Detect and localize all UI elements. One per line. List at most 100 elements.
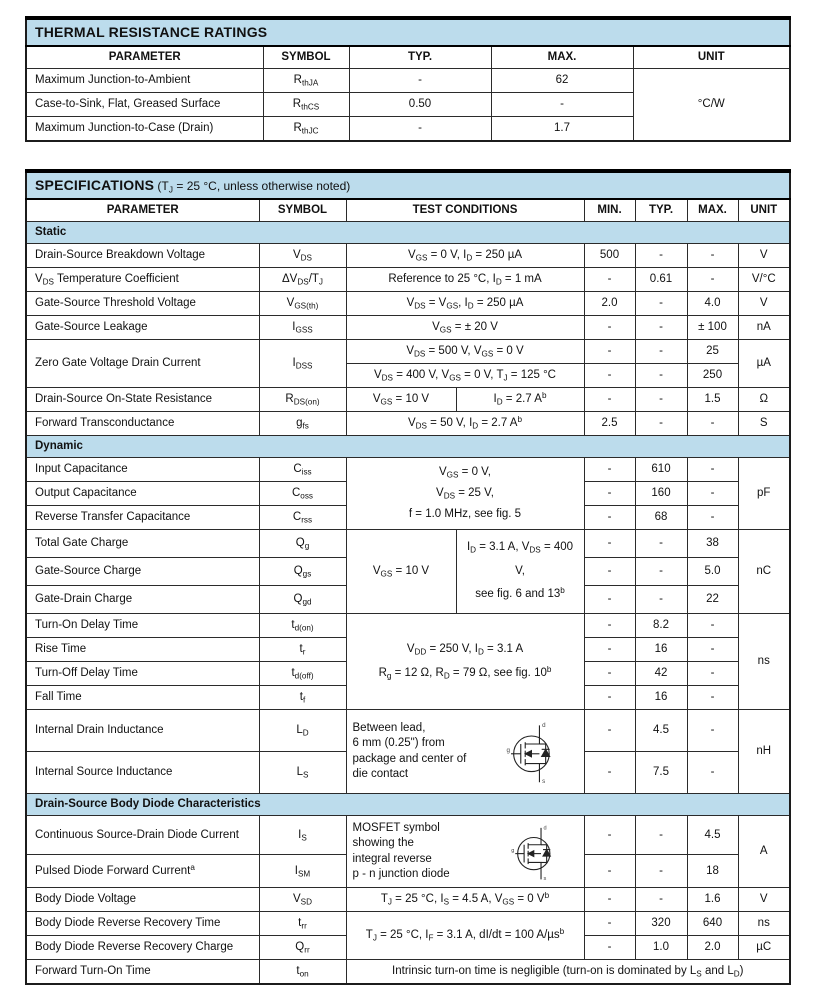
min-cell: - — [583, 529, 636, 558]
min-cell: - — [583, 685, 636, 710]
cond-note-cell: Intrinsic turn-on time is negligible (tu… — [345, 959, 791, 985]
param-cell: Maximum Junction-to-Case (Drain) — [25, 116, 264, 142]
max-cell: - — [490, 92, 634, 117]
typ-cell: 610 — [634, 457, 688, 482]
column-header-symbol: SYMBOL — [258, 198, 347, 222]
param-cell: Input Capacitance — [25, 457, 260, 482]
column-header-parameter: PARAMETER — [25, 45, 264, 69]
cond-cell: VGS = 10 V — [345, 529, 457, 614]
table-row: THERMAL RESISTANCE RATINGS — [25, 17, 791, 47]
max-cell: - — [686, 481, 739, 506]
mosfet-source-label: s — [543, 876, 546, 881]
table-row: Maximum Junction-to-Case (Drain) RthJC -… — [25, 116, 790, 142]
mosfet-symbol-icon: d g s — [510, 823, 578, 881]
mosfet-gate-label: g — [511, 848, 514, 854]
max-cell: - — [686, 267, 739, 292]
cond-cell: Between lead, 6 mm (0.25") from package … — [345, 709, 585, 794]
max-cell: 640 — [686, 911, 739, 936]
cond-line: die contact — [352, 767, 409, 780]
table-row: Gate-Source Threshold Voltage VGS(th) VD… — [25, 291, 791, 316]
param-cell: Gate-Source Threshold Voltage — [25, 291, 260, 316]
cond-line: 6 mm (0.25") from — [352, 737, 445, 750]
param-cell: VDS Temperature Coefficient — [25, 267, 260, 292]
min-cell: - — [583, 457, 636, 482]
max-cell: - — [686, 685, 739, 710]
max-cell: 18 — [686, 854, 739, 888]
cond-line: package and center of — [352, 752, 467, 765]
param-cell: Drain-Source Breakdown Voltage — [25, 243, 260, 268]
symbol-cell: VSD — [258, 887, 347, 912]
typ-cell: 8.2 — [634, 613, 688, 638]
max-cell: - — [686, 457, 739, 482]
symbol-cell: Crss — [258, 505, 347, 530]
table-row: Gate-Drain Charge Qgd - - 22 — [25, 585, 790, 614]
thermal-title-text: THERMAL RESISTANCE RATINGS — [35, 23, 268, 40]
column-header-parameter: PARAMETER — [25, 198, 260, 222]
max-cell: 2.0 — [686, 935, 739, 960]
column-header-unit: UNIT — [632, 45, 791, 69]
max-cell: ± 100 — [686, 315, 739, 340]
thermal-resistance-table: THERMAL RESISTANCE RATINGS PARAMETER SYM… — [25, 16, 792, 142]
unit-cell: nA — [737, 315, 791, 340]
mosfet-drain-label: d — [542, 722, 546, 729]
param-cell: Fall Time — [25, 685, 260, 710]
unit-cell: V — [737, 243, 791, 268]
mosfet-drain-label: d — [543, 825, 546, 831]
typ-cell: - — [634, 887, 688, 912]
table-row: Reverse Transfer Capacitance Crss - 68 - — [25, 505, 790, 530]
symbol-cell: Qg — [258, 529, 347, 558]
unit-cell: Ω — [737, 387, 791, 412]
column-header-typ: TYP. — [634, 198, 688, 222]
min-cell: - — [583, 751, 636, 794]
typ-cell: - — [634, 339, 688, 364]
param-cell: Total Gate Charge — [25, 529, 260, 558]
table-row: Drain-Source Breakdown Voltage VDS VGS =… — [25, 243, 791, 268]
min-cell: - — [583, 363, 636, 388]
table-header-row: PARAMETER SYMBOL TYP. MAX. UNIT — [25, 45, 791, 69]
cond-cell: VDS = 400 V, VGS = 0 V, TJ = 125 °C — [345, 363, 585, 388]
param-cell: Internal Source Inductance — [25, 751, 260, 794]
param-cell: Drain-Source On-State Resistance — [25, 387, 260, 412]
mosfet-symbol-icon: d g s — [506, 720, 578, 784]
param-cell: Case-to-Sink, Flat, Greased Surface — [25, 92, 264, 117]
symbol-cell: VGS(th) — [258, 291, 347, 316]
symbol-cell: IGSS — [258, 315, 347, 340]
unit-cell: V — [737, 291, 791, 316]
table-row: Forward Turn-On Time ton Intrinsic turn-… — [25, 959, 791, 985]
min-cell: - — [583, 557, 636, 586]
table-row: Forward Transconductance gfs VDS = 50 V,… — [25, 411, 791, 436]
cond-cell: VDS = 50 V, ID = 2.7 Ab — [345, 411, 585, 436]
unit-cell: A — [737, 815, 791, 888]
table-row: VDS = 400 V, VGS = 0 V, TJ = 125 °C - - … — [26, 363, 790, 388]
param-cell: Body Diode Reverse Recovery Time — [25, 911, 260, 936]
min-cell: 2.5 — [583, 411, 636, 436]
table-row: Case-to-Sink, Flat, Greased Surface RthC… — [25, 92, 790, 117]
min-cell: - — [583, 911, 636, 936]
typ-cell: 1.0 — [634, 935, 688, 960]
max-cell: 250 — [686, 363, 739, 388]
table-row: Body Diode Reverse Recovery Time trr TJ … — [25, 911, 791, 960]
param-cell: Forward Turn-On Time — [25, 959, 260, 985]
section-header-dynamic: Dynamic — [25, 435, 791, 458]
table-row: Drain-Source On-State Resistance RDS(on)… — [25, 387, 791, 412]
max-cell: - — [686, 709, 739, 752]
table-row: Gate-Source Leakage IGSS VGS = ± 20 V - … — [25, 315, 791, 340]
section-label: Dynamic — [25, 435, 791, 458]
cond-cell: VDD = 250 V, ID = 3.1 A Rg = 12 Ω, RD = … — [345, 613, 585, 710]
typ-cell: 7.5 — [634, 751, 688, 794]
cond-line: ID = 3.1 A, VDS = 400 V, — [466, 541, 574, 577]
cond-line: Between lead, — [352, 722, 426, 735]
table-row: Zero Gate Voltage Drain Current IDSS VDS… — [25, 339, 791, 388]
typ-cell: 42 — [634, 661, 688, 686]
typ-cell: - — [634, 315, 688, 340]
table-row: VDS Temperature Coefficient ΔVDS/TJ Refe… — [25, 267, 791, 292]
spec-title-text: SPECIFICATIONS — [35, 176, 155, 193]
max-cell: - — [686, 243, 739, 268]
param-cell: Body Diode Voltage — [25, 887, 260, 912]
min-cell: - — [583, 267, 636, 292]
column-header-typ: TYP. — [348, 45, 492, 69]
unit-cell: nC — [737, 529, 791, 614]
symbol-cell: ΔVDS/TJ — [258, 267, 347, 292]
table-row: Continuous Source-Drain Diode Current IS… — [25, 815, 791, 888]
unit-cell: V/°C — [737, 267, 791, 292]
